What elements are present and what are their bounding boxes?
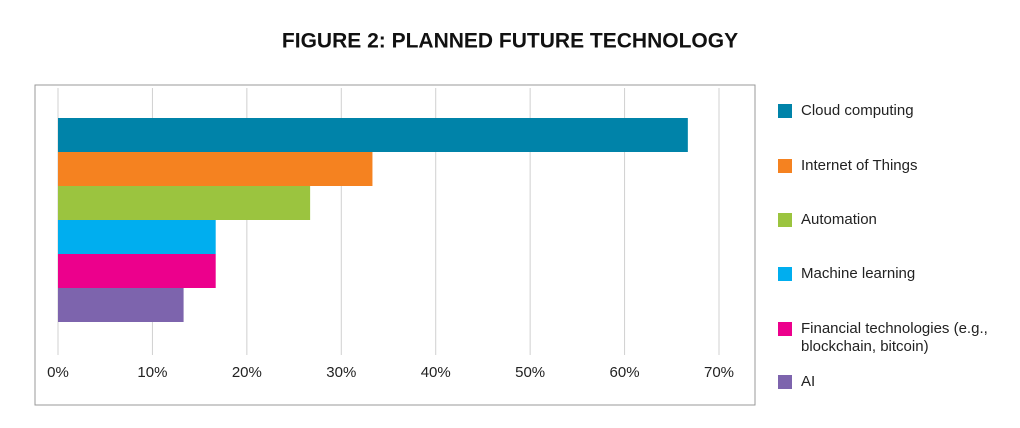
legend-item: Internet of Things: [778, 157, 991, 175]
legend-item: AI: [778, 373, 991, 391]
legend-swatch: [778, 375, 792, 389]
legend: Cloud computing Internet of Things Automat…: [778, 0, 1008, 428]
legend-swatch: [778, 213, 792, 227]
bar: [58, 220, 216, 254]
legend-item: Financial technologies (e.g., blockchain…: [778, 320, 991, 356]
bars: [58, 118, 688, 322]
legend-label: Internet of Things: [801, 157, 918, 174]
legend-item: Cloud computing: [778, 102, 991, 120]
legend-item: Automation: [778, 211, 991, 229]
legend-swatch: [778, 104, 792, 118]
bar: [58, 152, 373, 186]
x-tick-label: 0%: [47, 364, 69, 381]
bar: [58, 254, 216, 288]
bar: [58, 288, 184, 322]
legend-label: Automation: [801, 211, 877, 228]
x-tick-label: 10%: [137, 364, 167, 381]
chart-title: FIGURE 2: PLANNED FUTURE TECHNOLOGY: [282, 30, 738, 53]
legend-label: Machine learning: [801, 265, 916, 282]
legend-label: Financial technologies (e.g., blockchain…: [801, 320, 988, 355]
x-tick-label: 40%: [421, 364, 451, 381]
legend-swatch: [778, 322, 792, 336]
x-tick-label: 30%: [326, 364, 356, 381]
legend-label: AI: [801, 373, 816, 390]
x-tick-label: 60%: [610, 364, 640, 381]
legend-label: Cloud computing: [801, 102, 914, 119]
legend-item: Machine learning: [778, 265, 991, 283]
x-tick-label: 20%: [232, 364, 262, 381]
bar: [58, 186, 311, 220]
x-tick-label: 70%: [704, 364, 734, 381]
bar: [58, 118, 688, 152]
legend-swatch: [778, 267, 792, 281]
x-tick-label: 50%: [515, 364, 545, 381]
legend-swatch: [778, 159, 792, 173]
plot-frame: [34, 84, 756, 406]
